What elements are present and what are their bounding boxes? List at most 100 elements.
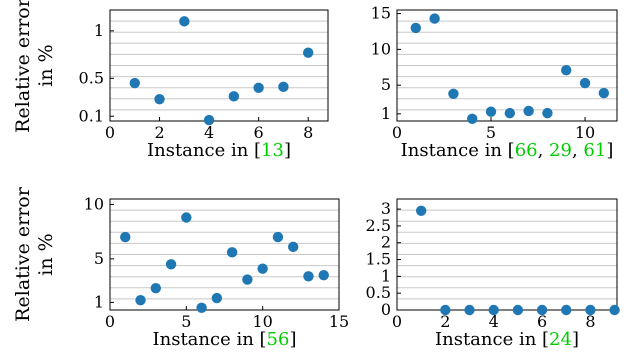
citation-link[interactable]: 66 <box>515 140 538 161</box>
y-tick-label: 2 <box>381 233 391 252</box>
data-point <box>272 231 284 243</box>
axes-frame <box>396 198 618 311</box>
data-point <box>561 64 572 76</box>
data-point <box>135 295 146 306</box>
data-point <box>488 304 499 316</box>
x-axis-label: Instance in [56] <box>153 329 297 350</box>
x-tick-label: 2 <box>154 123 164 142</box>
x-tick-label: 4 <box>489 312 499 331</box>
data-point <box>561 304 572 316</box>
x-label-text: ] <box>572 329 579 350</box>
data-point <box>288 241 299 253</box>
axes-frame <box>109 9 329 122</box>
x-label-text: ] <box>284 140 291 161</box>
y-axis-label: Relative error in % <box>12 0 57 133</box>
data-point <box>226 247 238 258</box>
data-point <box>579 77 591 89</box>
x-tick-label: 5 <box>486 123 496 142</box>
x-tick-label: 10 <box>252 312 272 331</box>
data-point <box>598 87 610 99</box>
data-point <box>181 212 192 223</box>
x-label-text: Instance in [ <box>435 329 549 350</box>
x-tick-label: 8 <box>303 123 313 142</box>
data-point <box>429 13 440 24</box>
data-point <box>154 93 165 105</box>
y-tick-label: 10 <box>371 39 391 58</box>
citation-link[interactable]: 61 <box>583 140 606 161</box>
axes-frame <box>109 198 340 311</box>
data-point <box>536 304 548 316</box>
data-point <box>504 107 516 119</box>
data-point <box>165 259 177 270</box>
data-point <box>257 263 268 274</box>
x-label-separator: , <box>538 140 549 161</box>
citation-link[interactable]: 29 <box>549 140 572 161</box>
x-label-text: Instance in [ <box>153 329 267 350</box>
y-axis-label-line: Relative error <box>12 186 34 322</box>
y-tick-label: 5 <box>381 75 391 94</box>
x-tick-label: 8 <box>585 312 595 331</box>
data-point <box>485 106 497 117</box>
data-point <box>410 22 422 34</box>
x-tick-label: 6 <box>254 123 264 142</box>
y-axis-label-line: Relative error <box>12 0 34 133</box>
y-tick-label: 0 <box>381 300 391 319</box>
data-point <box>609 304 620 316</box>
y-tick-label: 15 <box>371 4 391 23</box>
data-point <box>585 304 596 316</box>
data-point <box>464 304 475 316</box>
y-tick-label: 3 <box>381 199 391 218</box>
data-point <box>440 304 451 316</box>
x-tick-label: 4 <box>204 123 214 142</box>
x-tick-label: 10 <box>575 123 595 142</box>
y-tick-label: 10 <box>84 194 104 213</box>
y-tick-label: 1 <box>381 104 391 123</box>
x-tick-label: 15 <box>329 312 349 331</box>
citation-link[interactable]: 56 <box>267 329 290 350</box>
data-point <box>542 107 553 119</box>
y-axis-label: Relative error in % <box>12 186 57 322</box>
x-tick-label: 2 <box>440 312 450 331</box>
data-point <box>415 205 427 216</box>
x-tick-label: 0 <box>392 123 402 142</box>
grid-lines <box>110 20 328 111</box>
y-tick-label: 0.5 <box>366 283 391 302</box>
x-label-text: ] <box>289 329 296 350</box>
x-tick-label: 6 <box>537 312 547 331</box>
x-tick-label: 0 <box>105 312 115 331</box>
y-tick-label: 0.1 <box>79 106 104 125</box>
data-point <box>303 271 314 282</box>
grid-lines <box>397 20 617 111</box>
citation-link[interactable]: 24 <box>549 329 572 350</box>
y-axis-label-line: in % <box>35 44 57 86</box>
grid-lines <box>110 209 339 300</box>
data-point <box>318 269 329 281</box>
y-tick-label: 2.5 <box>366 216 391 235</box>
x-axis-label: Instance in [24] <box>435 329 579 350</box>
x-tick-label: 0 <box>105 123 115 142</box>
y-tick-label: 0.5 <box>79 68 104 87</box>
x-label-separator: , <box>572 140 583 161</box>
y-tick-label: 5 <box>94 249 104 268</box>
x-axis-label: Instance in [13] <box>147 140 291 161</box>
x-axis-label: Instance in [66, 29, 61] <box>401 140 614 161</box>
data-point <box>242 274 253 285</box>
data-point <box>196 302 207 314</box>
data-point <box>120 231 131 243</box>
data-point <box>302 47 314 58</box>
panel-top-left: 0 2 4 6 8 0.1 0.5 1 Instance in [13] Relative err… <box>12 0 329 161</box>
grid-lines <box>397 209 617 300</box>
data-point <box>211 292 223 304</box>
data-point <box>203 114 215 126</box>
y-axis-label-line: in % <box>35 233 57 275</box>
y-tick-label: 1 <box>94 292 104 311</box>
y-tick-label: 1 <box>381 266 391 285</box>
y-tick-label: 1.5 <box>366 250 391 269</box>
citation-link[interactable]: 13 <box>261 140 284 161</box>
x-label-text: ] <box>606 140 613 161</box>
data-point <box>129 77 140 89</box>
y-tick-label: 1 <box>94 21 104 40</box>
